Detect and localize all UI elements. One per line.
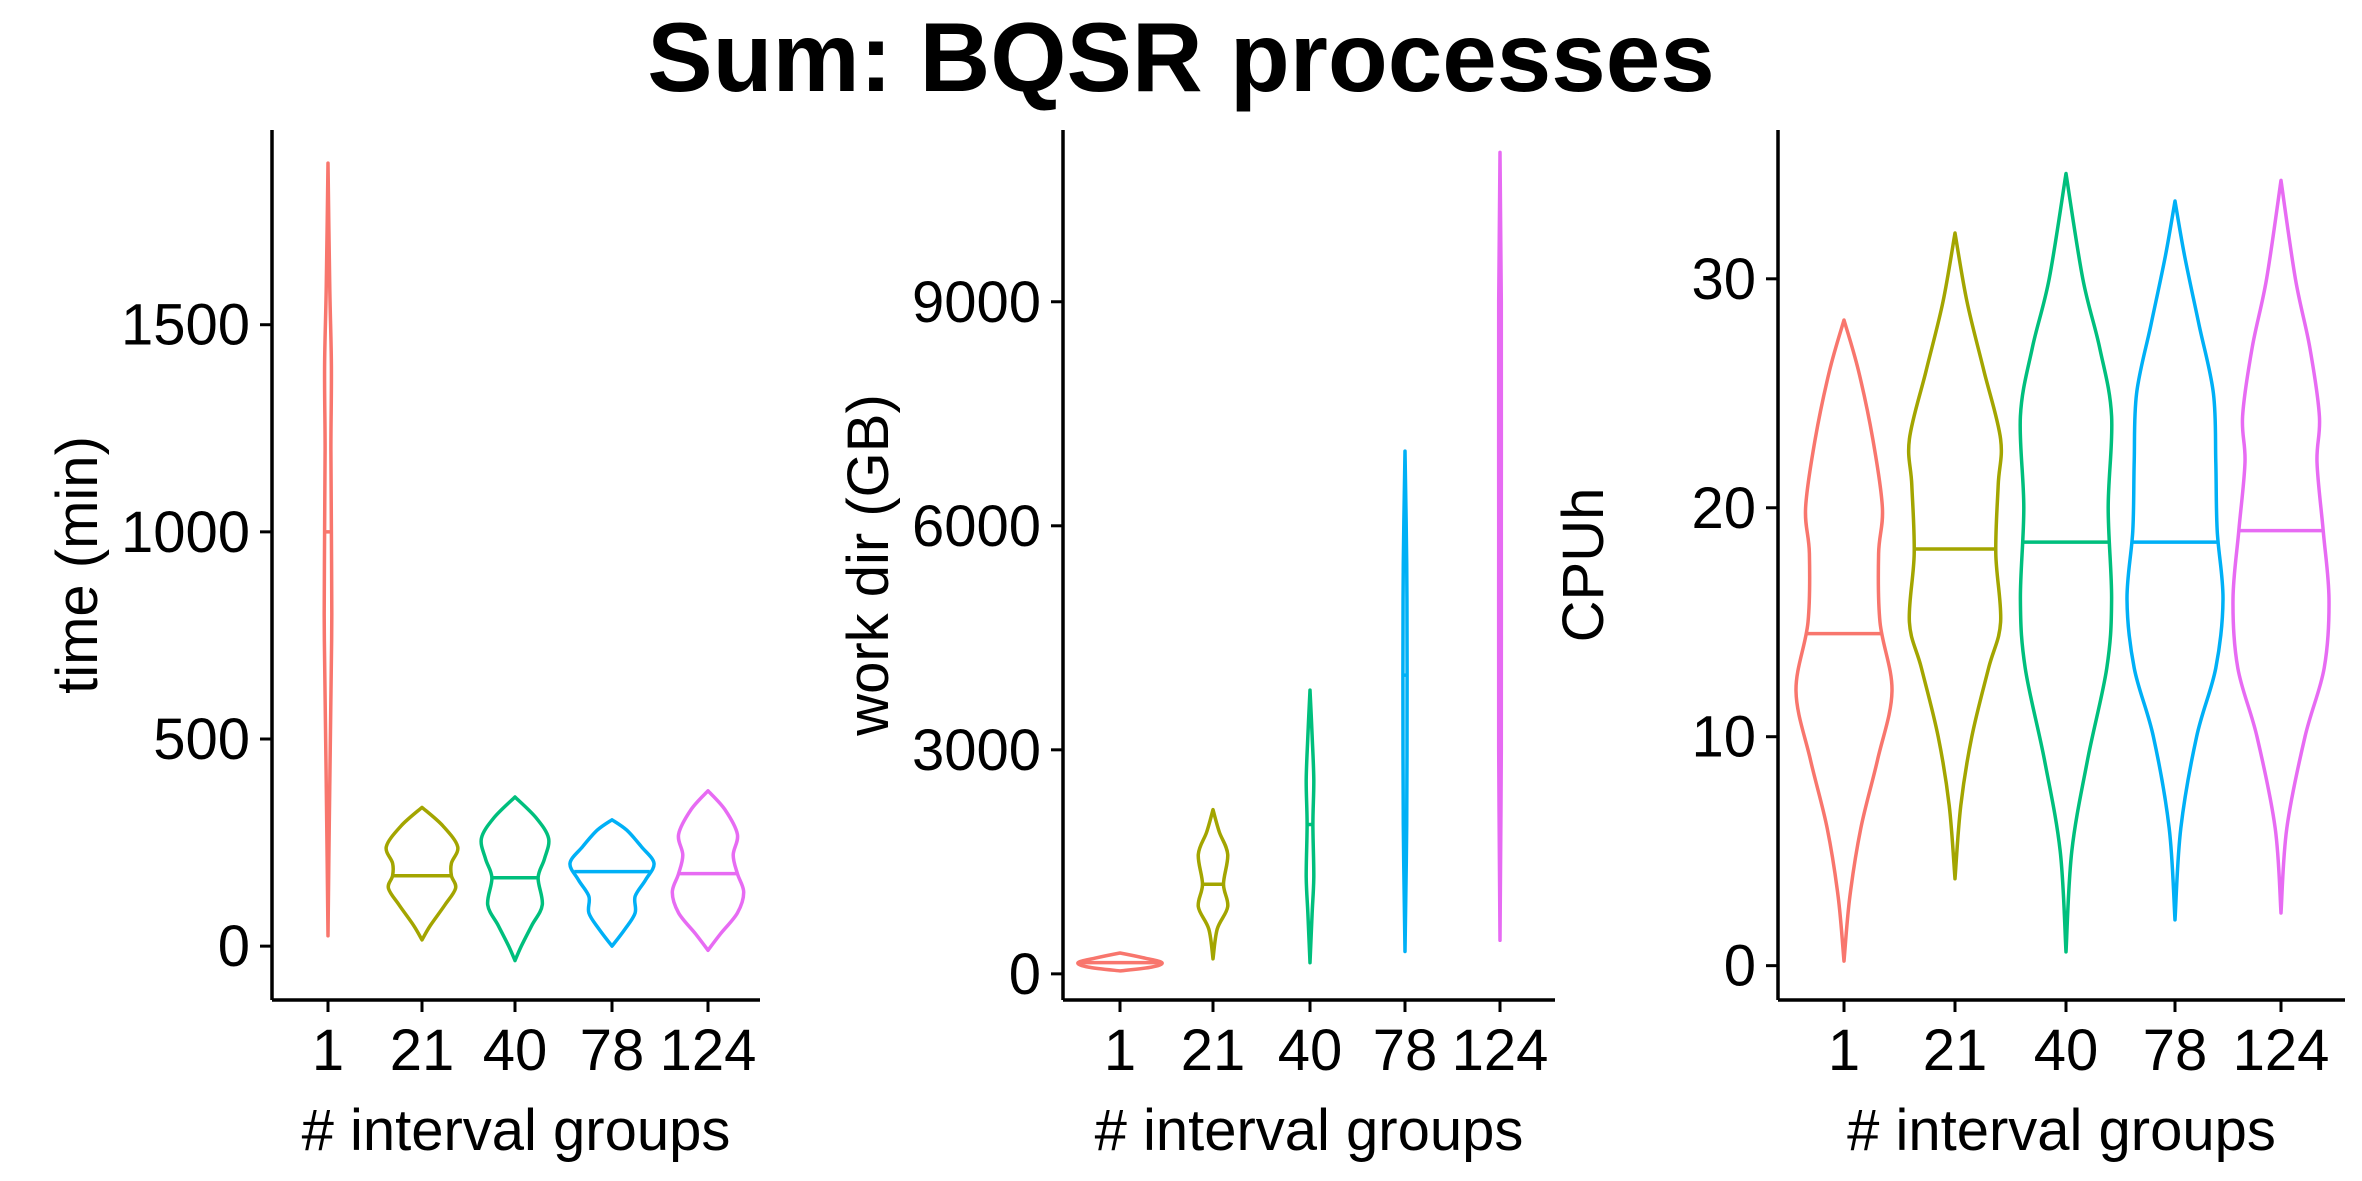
panel-2: 0 3000 6000 9000 1 21 40 78 124 # interval groups…	[836, 130, 1555, 1163]
panel-1: 0 500 1000 1500 1 21 40 78 124 # interval groups t…	[45, 130, 760, 1163]
chart-title: Sum: BQSR processes	[647, 2, 1715, 112]
violin-40	[2018, 171, 2114, 954]
y-tick-label: 0	[218, 914, 250, 979]
x-tick-label: 40	[483, 1018, 548, 1083]
violin-124	[670, 789, 746, 953]
y-tick-label: 1000	[121, 500, 250, 565]
x-tick-label: 78	[580, 1018, 645, 1083]
x-axis-title: # interval groups	[1095, 1098, 1524, 1163]
violin-21	[1196, 807, 1230, 961]
violin-124	[2231, 178, 2331, 915]
x-tick-label: 1	[1828, 1018, 1860, 1083]
violin-124	[1496, 150, 1504, 943]
violin-1	[1794, 318, 1894, 963]
x-tick-label: 1	[312, 1018, 344, 1083]
x-tick-label: 21	[1923, 1018, 1988, 1083]
y-tick-label: 10	[1691, 705, 1756, 770]
x-tick-label: 124	[660, 1018, 757, 1083]
violin-40	[1304, 688, 1316, 965]
y-axis-title: work dir (GB)	[836, 394, 901, 737]
violin-21	[1906, 231, 2004, 881]
violin-21	[384, 805, 460, 942]
y-axis-title: time (min)	[45, 436, 110, 694]
violin-78	[568, 818, 656, 948]
y-tick-label: 0	[1009, 942, 1041, 1007]
x-tick-label: 78	[2143, 1018, 2208, 1083]
x-tick-label: 21	[1181, 1018, 1246, 1083]
x-tick-label: 124	[2233, 1018, 2330, 1083]
x-tick-label: 40	[1278, 1018, 1343, 1083]
violin-40	[479, 795, 551, 963]
panel-3: 0 10 20 30 1 21 40 78 124 # interval groups CPUh	[1551, 130, 2345, 1163]
x-tick-label: 40	[2034, 1018, 2099, 1083]
x-axis-title: # interval groups	[302, 1098, 731, 1163]
violin-1	[322, 161, 334, 938]
x-tick-label: 21	[390, 1018, 455, 1083]
y-tick-label: 500	[153, 707, 250, 772]
x-tick-label: 124	[1452, 1018, 1549, 1083]
x-axis-title: # interval groups	[1847, 1098, 2276, 1163]
y-tick-label: 30	[1691, 247, 1756, 312]
y-tick-label: 0	[1724, 934, 1756, 999]
x-tick-label: 78	[1373, 1018, 1438, 1083]
y-tick-label: 6000	[912, 494, 1041, 559]
x-tick-label: 1	[1104, 1018, 1136, 1083]
y-tick-label: 9000	[912, 270, 1041, 335]
y-axis-title: CPUh	[1551, 488, 1616, 643]
y-tick-label: 3000	[912, 718, 1041, 783]
violin-1	[1076, 951, 1164, 973]
y-tick-label: 1500	[121, 293, 250, 358]
violin-78	[2125, 199, 2225, 922]
y-tick-label: 20	[1691, 476, 1756, 541]
violin-78	[1401, 449, 1409, 954]
